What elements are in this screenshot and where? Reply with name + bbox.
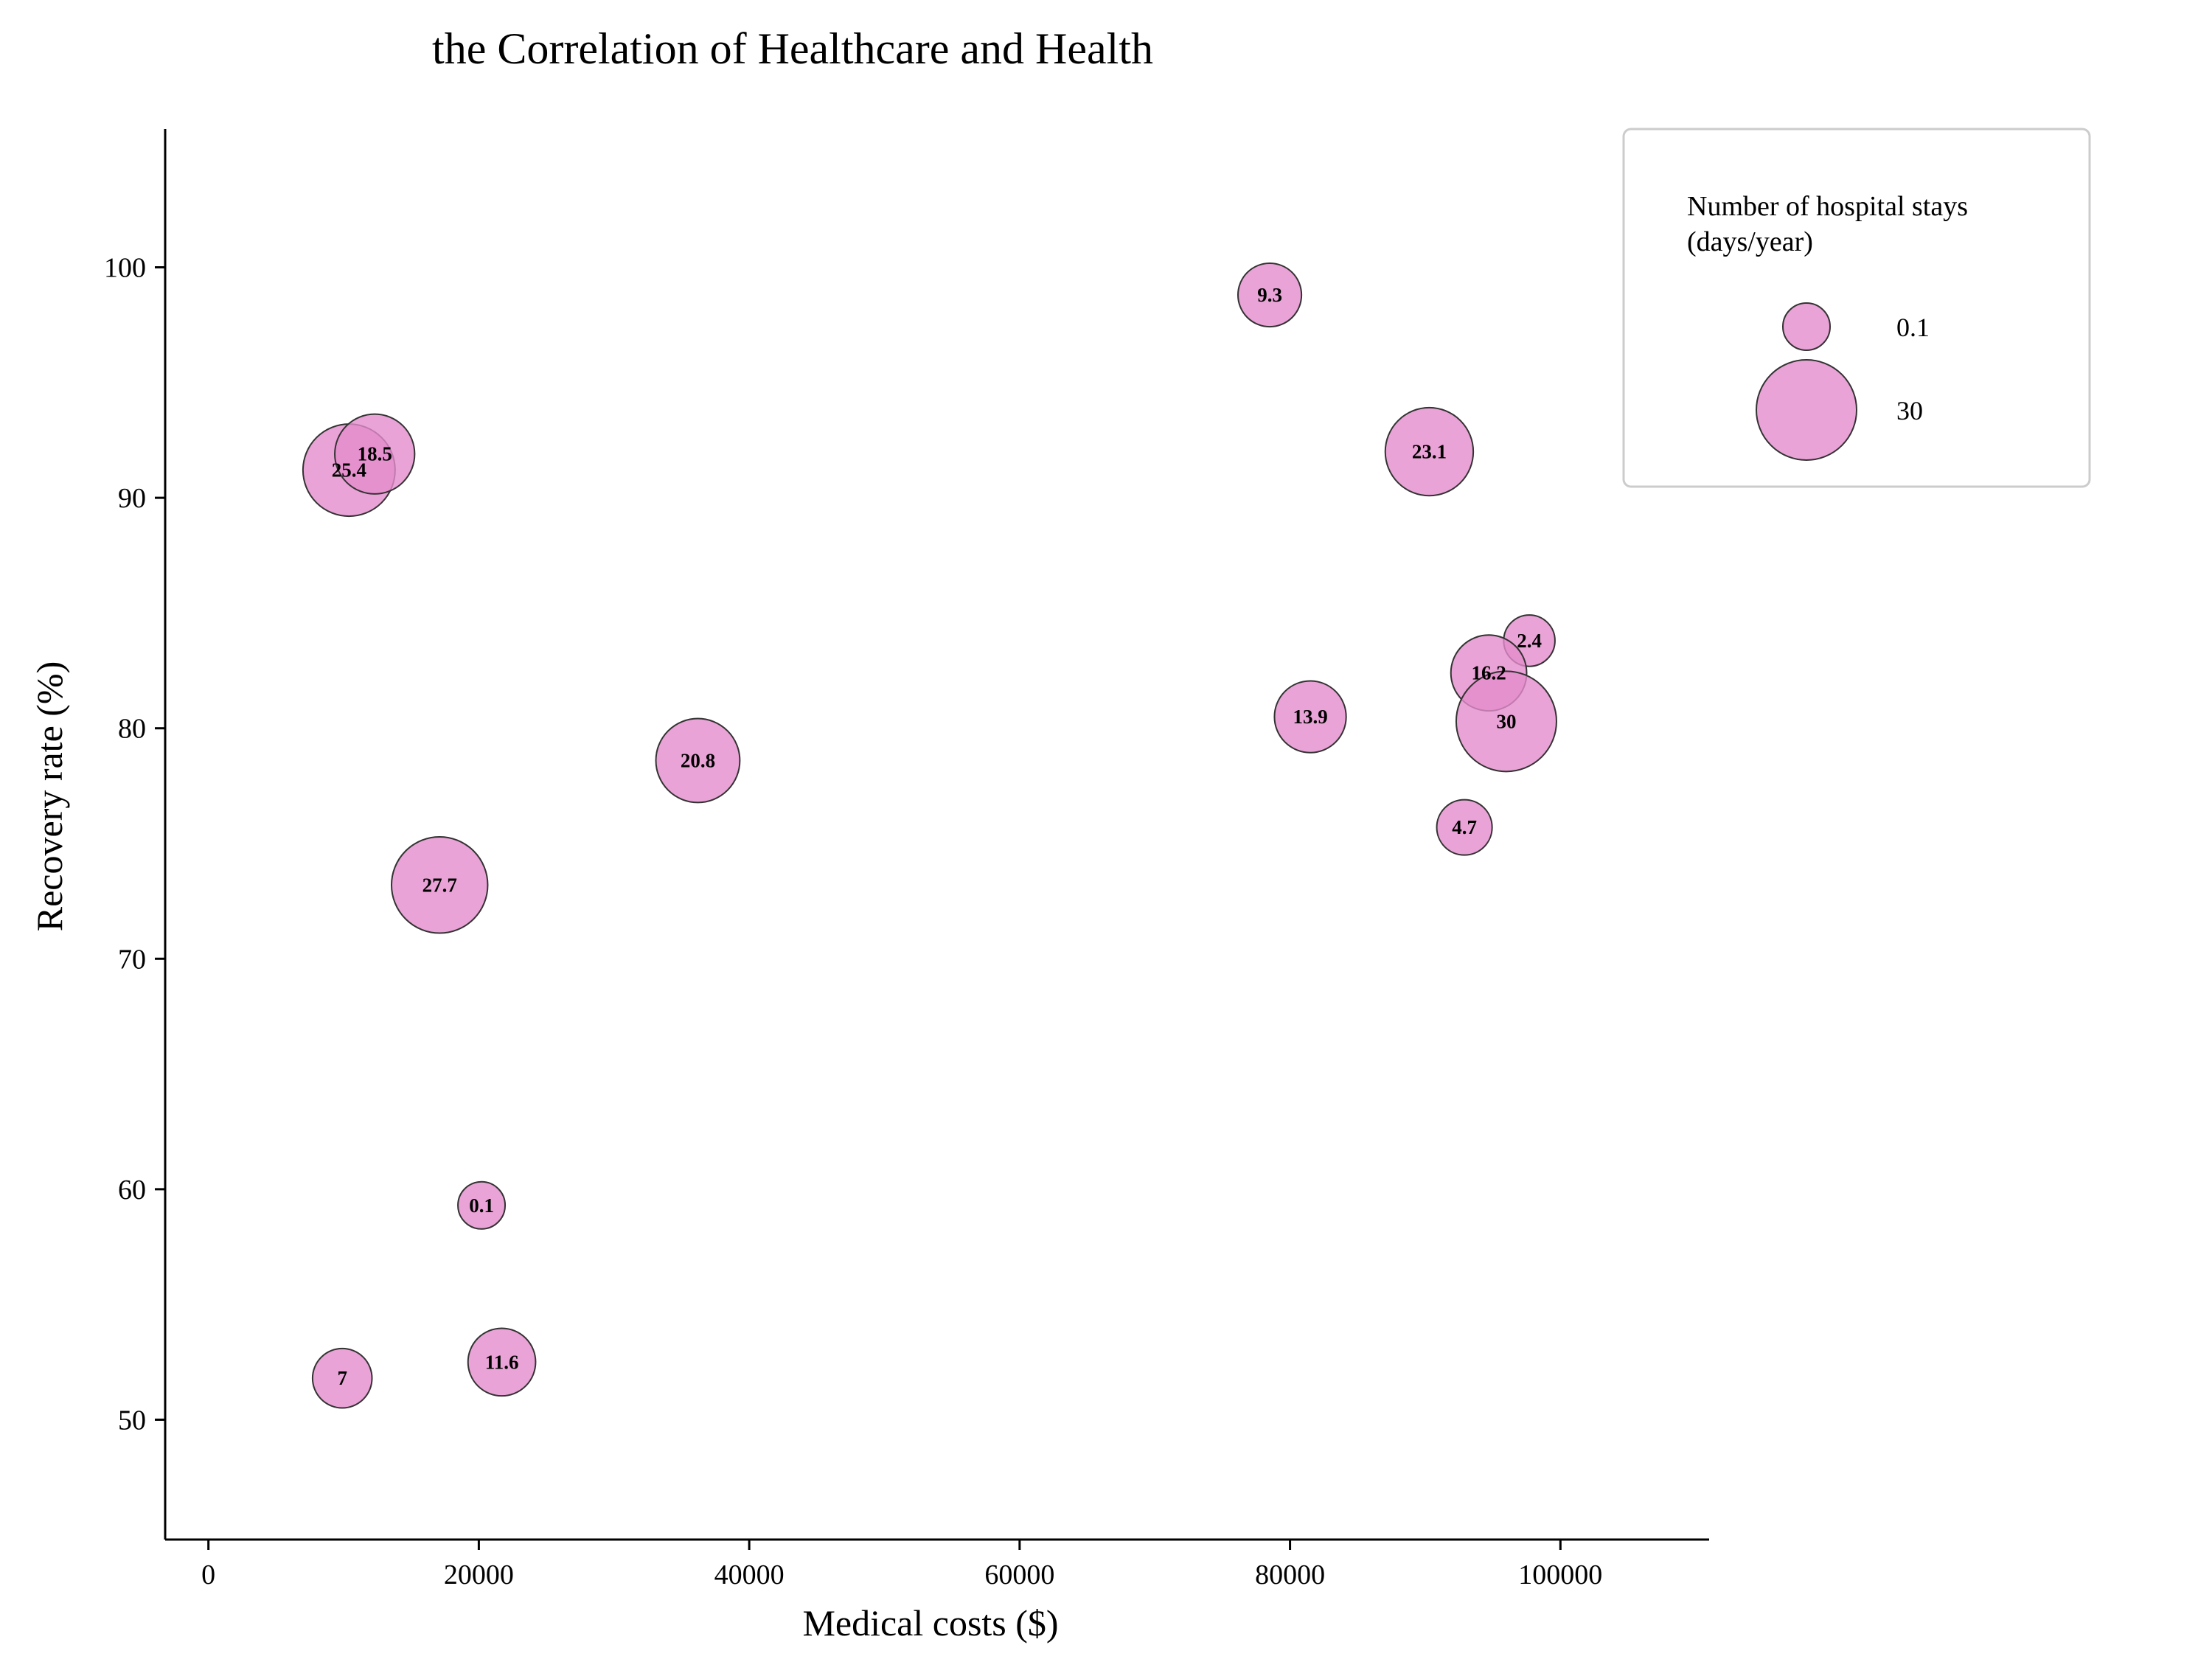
bubble	[1455, 670, 1557, 773]
y-axis-label: Recovery rate (%)	[29, 661, 70, 931]
bubble-label: 30	[1496, 710, 1516, 732]
legend-bubble-large	[1756, 359, 1857, 461]
x-tick-label: 60000	[984, 1559, 1054, 1590]
legend-frame	[1622, 128, 2091, 488]
bubble-label: 20.8	[681, 749, 715, 771]
x-tick-label: 0	[201, 1559, 215, 1590]
x-tick-label: 100000	[1518, 1559, 1602, 1590]
bubble-label: 4.7	[1452, 816, 1477, 838]
x-tick-label: 80000	[1255, 1559, 1325, 1590]
bubble-label: 23.1	[1412, 441, 1447, 463]
bubble	[655, 717, 741, 804]
x-tick-label: 20000	[444, 1559, 514, 1590]
legend-title-line-2: (days/year)	[1687, 226, 1813, 257]
x-axis-label: Medical costs ($)	[802, 1602, 1058, 1644]
legend-label-large: 30	[1896, 396, 1923, 425]
legend-label-small: 0.1	[1896, 313, 1930, 342]
y-tick-label: 60	[118, 1175, 146, 1206]
bubble-label: 16.2	[1471, 662, 1506, 684]
x-tick-label: 40000	[714, 1559, 785, 1590]
x-axis-ticks: 0 20000 40000 60000 80000 100000	[201, 1540, 1602, 1590]
plot-area: 25.418.5 9.3 23.1 2.4 16.2 13.9 30 20.8 4.7 27.7 0…	[302, 262, 1557, 1409]
y-tick-label: 100	[104, 253, 146, 284]
bubble-label-layer: 25.418.5 9.3 23.1 2.4 16.2 13.9 30 20.8 4.7 27.7 0…	[332, 284, 1542, 1389]
y-tick-label: 80	[118, 714, 146, 745]
legend-title-line-1: Number of hospital stays	[1687, 191, 1968, 222]
bubble	[1384, 406, 1475, 497]
bubble-label: 18.5	[358, 443, 392, 465]
bubble-label: 0.1	[469, 1194, 494, 1217]
bubble	[1237, 262, 1303, 328]
bubble-label: 25.4	[332, 459, 366, 481]
legend: Number of hospital stays (days/year) 0.1…	[1622, 128, 2091, 488]
bubble	[390, 836, 489, 934]
bubble-label: 9.3	[1257, 284, 1282, 306]
bubble-layer	[302, 262, 1557, 1409]
bubble	[311, 1347, 373, 1409]
legend-bubble-small	[1782, 302, 1831, 351]
y-tick-label: 70	[118, 944, 146, 975]
bubble-label: 13.9	[1293, 706, 1327, 728]
y-tick-label: 90	[118, 483, 146, 514]
y-axis-ticks: 50 60 70 80 90 100	[104, 253, 165, 1436]
y-tick-label: 50	[118, 1405, 146, 1436]
chart-title: the Correlation of Healthcare and Health	[432, 24, 1153, 73]
bubble-label: 7	[337, 1367, 347, 1389]
bubble	[467, 1327, 537, 1397]
bubble	[1273, 680, 1347, 754]
bubble	[457, 1180, 507, 1230]
bubble-label: 2.4	[1517, 630, 1542, 652]
bubble	[1436, 799, 1493, 856]
bubble-label: 27.7	[422, 874, 457, 896]
bubble	[334, 413, 416, 495]
bubble-label: 11.6	[485, 1351, 519, 1373]
